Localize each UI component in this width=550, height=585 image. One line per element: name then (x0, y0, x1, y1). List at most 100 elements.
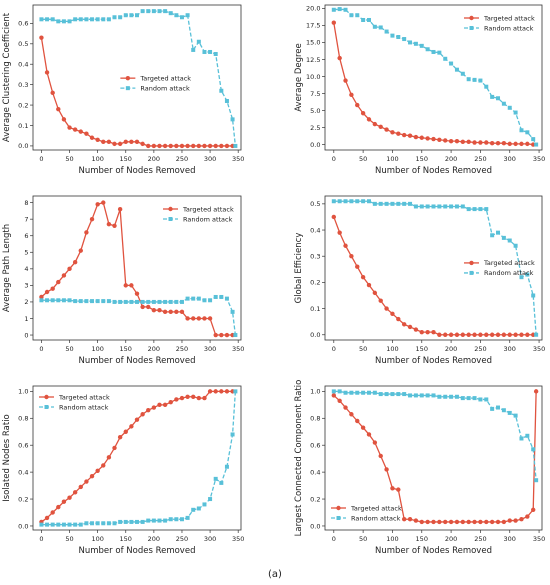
x-tick-label: 50 (359, 345, 367, 353)
random-point (135, 519, 139, 524)
random-point (472, 77, 477, 82)
targeted-point (507, 332, 512, 337)
random-point (331, 199, 336, 204)
targeted-point (168, 309, 173, 315)
random-point (396, 35, 401, 39)
targeted-point (378, 298, 383, 303)
targeted-point (202, 395, 207, 401)
y-axis-label: Average Degree (294, 43, 304, 112)
targeted-point (443, 332, 448, 337)
targeted-point (151, 143, 157, 149)
random-point (466, 396, 471, 401)
y-axis-label: Average Clustering Coefficient (2, 12, 12, 142)
targeted-point (372, 290, 378, 296)
y-tick-label: 0.2 (310, 495, 320, 503)
targeted-point (443, 519, 448, 525)
random-point (67, 522, 72, 527)
random-point (140, 519, 145, 524)
targeted-point (219, 332, 224, 338)
targeted-point (112, 141, 117, 147)
targeted-point (117, 141, 123, 147)
targeted-point (95, 468, 100, 473)
y-tick-label: 1 (24, 315, 28, 323)
random-point (466, 207, 471, 212)
targeted-point (185, 316, 190, 321)
targeted-point (355, 264, 360, 269)
y-tick-label: 0.0 (18, 522, 28, 530)
targeted-point (413, 327, 419, 332)
random-point (460, 396, 465, 401)
random-point (525, 272, 530, 277)
targeted-point (39, 294, 44, 300)
targeted-point (207, 316, 213, 321)
random-point (437, 50, 442, 55)
targeted-point (101, 463, 106, 468)
random-point (213, 52, 218, 57)
targeted-point (519, 517, 524, 522)
random-point (50, 522, 55, 527)
targeted-point (336, 505, 341, 511)
x-tick-label: 200 (445, 535, 457, 543)
random-point (469, 270, 474, 275)
random-point (361, 199, 366, 204)
random-point (112, 15, 117, 20)
targeted-point (89, 216, 95, 222)
random-point (129, 299, 134, 304)
targeted-point (84, 131, 89, 136)
random-point (431, 204, 436, 209)
targeted-point (129, 139, 134, 145)
targeted-point (384, 127, 389, 132)
targeted-point (519, 141, 524, 147)
targeted-point (366, 282, 372, 288)
random-point (349, 390, 354, 395)
random-point (129, 519, 134, 524)
targeted-point (44, 289, 50, 295)
random-point (372, 24, 377, 29)
random-point (337, 199, 342, 204)
targeted-point (224, 332, 230, 338)
random-point (208, 49, 213, 54)
targeted-point (95, 137, 100, 142)
x-tick-label: 0 (332, 535, 336, 543)
targeted-point (134, 291, 140, 296)
y-tick-label: 0.1 (18, 122, 28, 130)
random-point (507, 410, 512, 415)
random-point (140, 299, 145, 304)
random-point (396, 392, 401, 397)
random-point (402, 392, 407, 397)
targeted-point (501, 140, 507, 146)
targeted-point (72, 260, 78, 265)
y-tick-label: 10.0 (306, 73, 320, 81)
random-point (233, 143, 238, 148)
random-point (390, 392, 395, 397)
targeted-point (146, 304, 151, 310)
x-tick-label: 250 (474, 155, 486, 163)
random-point (230, 432, 235, 437)
targeted-point (84, 479, 89, 484)
random-point (112, 521, 117, 526)
targeted-point (431, 519, 436, 525)
targeted-point (349, 254, 354, 259)
random-point (146, 299, 151, 304)
x-tick-label: 0 (332, 345, 336, 353)
random-point (185, 13, 190, 18)
random-point (519, 436, 524, 441)
targeted-point (72, 127, 78, 132)
random-point (490, 94, 495, 99)
x-axis-label: Number of Nodes Removed (375, 166, 492, 176)
targeted-point (396, 487, 401, 492)
random-point (101, 17, 106, 22)
x-tick-label: 300 (504, 345, 516, 353)
random-point (179, 517, 184, 522)
random-point (349, 13, 354, 18)
plot-frame (32, 195, 242, 341)
random-point (185, 515, 190, 520)
targeted-point (466, 519, 471, 525)
random-point (490, 406, 495, 411)
y-tick-label: 0.5 (310, 200, 320, 208)
random-point (507, 105, 512, 110)
y-tick-label: 0.0 (310, 141, 320, 149)
random-point (449, 394, 454, 399)
random-point (39, 17, 44, 22)
